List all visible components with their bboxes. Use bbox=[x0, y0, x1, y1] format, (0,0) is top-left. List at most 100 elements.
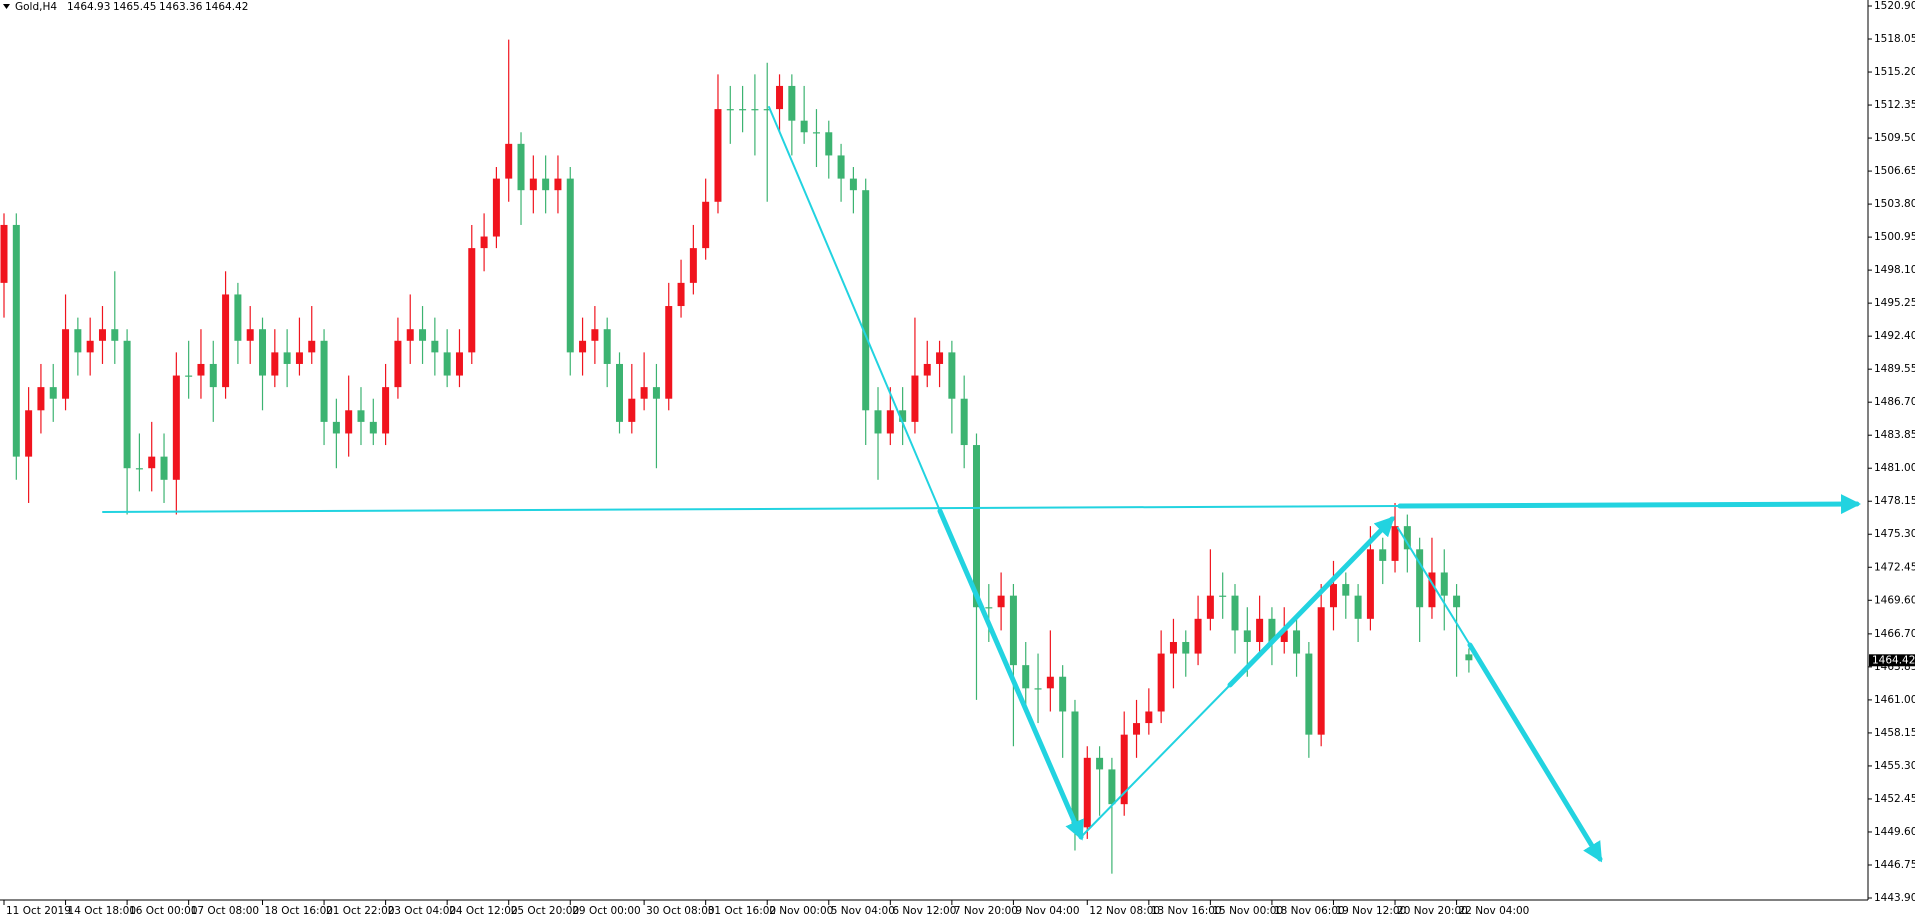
candle-body bbox=[1440, 572, 1448, 596]
candle-body bbox=[529, 178, 537, 191]
x-tick-label: 23 Oct 04:00 bbox=[388, 905, 456, 917]
x-tick-label: 19 Nov 12:00 bbox=[1335, 905, 1406, 917]
candle-body bbox=[948, 352, 956, 399]
trend-arrow bbox=[937, 508, 1084, 841]
candle-body bbox=[308, 340, 316, 353]
candle-body bbox=[677, 282, 685, 307]
candle-body bbox=[751, 109, 759, 111]
candle-body bbox=[320, 340, 328, 422]
y-tick-label: 1518.05 bbox=[1874, 33, 1915, 45]
current-price-box bbox=[1869, 654, 1915, 667]
candle-body bbox=[689, 248, 697, 283]
candle-body bbox=[985, 607, 993, 609]
x-tick-label: 30 Oct 08:00 bbox=[646, 905, 714, 917]
support-arrow bbox=[1397, 494, 1861, 515]
candle-body bbox=[1108, 769, 1116, 805]
candle-body bbox=[86, 340, 94, 353]
symbol-title: Gold,H4 bbox=[15, 1, 57, 13]
candle-body bbox=[271, 352, 279, 376]
candle-body bbox=[345, 410, 353, 434]
y-tick-label: 1452.45 bbox=[1874, 793, 1915, 805]
y-tick-label: 1512.35 bbox=[1874, 99, 1915, 111]
candle-body bbox=[923, 363, 931, 376]
x-tick-label: 9 Nov 04:00 bbox=[1015, 905, 1079, 917]
candle-body bbox=[1206, 595, 1214, 619]
candle-body bbox=[776, 85, 784, 110]
x-tick-label: 24 Oct 12:00 bbox=[449, 905, 517, 917]
x-tick-label: 13 Nov 16:00 bbox=[1151, 905, 1222, 917]
candle-body bbox=[1317, 607, 1325, 735]
candle-body bbox=[542, 178, 550, 191]
y-tick-label: 1446.75 bbox=[1874, 859, 1915, 871]
candle-body bbox=[788, 85, 796, 121]
x-tick-label: 29 Oct 00:00 bbox=[572, 905, 640, 917]
candles bbox=[0, 39, 1473, 874]
y-tick-label: 1486.70 bbox=[1874, 396, 1915, 408]
candle-body bbox=[1366, 549, 1374, 619]
x-tick-label: 12 Nov 08:00 bbox=[1089, 905, 1160, 917]
candle-body bbox=[960, 398, 968, 446]
candle-body bbox=[369, 421, 377, 434]
y-tick-label: 1503.80 bbox=[1874, 198, 1915, 210]
y-tick-label: 1472.45 bbox=[1874, 561, 1915, 573]
candle-body bbox=[591, 329, 599, 341]
trend-arrow bbox=[1227, 516, 1395, 688]
candle-body bbox=[837, 155, 845, 179]
candle-body bbox=[1342, 584, 1350, 596]
candle-body bbox=[849, 178, 857, 191]
candle-body bbox=[332, 421, 340, 434]
candle-body bbox=[1083, 757, 1091, 828]
candle-body bbox=[135, 468, 143, 470]
candle-body bbox=[936, 352, 944, 364]
candle-body bbox=[1329, 584, 1337, 608]
candle-body bbox=[1428, 572, 1436, 608]
candle-body bbox=[25, 410, 33, 457]
candle-body bbox=[1354, 595, 1362, 619]
candle-body bbox=[566, 178, 574, 353]
candle-body bbox=[1453, 595, 1461, 608]
candle-body bbox=[160, 456, 168, 480]
candle-body bbox=[1243, 630, 1251, 642]
candle-body bbox=[382, 387, 390, 434]
x-tick-label: 20 Nov 20:00 bbox=[1397, 905, 1468, 917]
candle-body bbox=[1034, 688, 1042, 690]
y-tick-label: 1481.00 bbox=[1874, 462, 1915, 474]
y-tick-label: 1483.85 bbox=[1874, 429, 1915, 441]
candle-body bbox=[222, 294, 230, 388]
candle-body bbox=[972, 445, 980, 608]
x-tick-label: 16 Oct 00:00 bbox=[129, 905, 197, 917]
y-tick-label: 1506.65 bbox=[1874, 165, 1915, 177]
candle-body bbox=[74, 329, 82, 353]
candle-body bbox=[394, 340, 402, 388]
candle-body bbox=[1293, 630, 1301, 654]
y-tick-label: 1455.30 bbox=[1874, 760, 1915, 772]
y-tick-label: 1495.25 bbox=[1874, 297, 1915, 309]
candle-body bbox=[1169, 641, 1177, 654]
candle-body bbox=[295, 352, 303, 364]
x-tick-label: 2 Nov 00:00 bbox=[769, 905, 833, 917]
candle-body bbox=[1194, 618, 1202, 654]
x-tick-label: 31 Oct 16:00 bbox=[708, 905, 776, 917]
x-tick-label: 14 Oct 18:00 bbox=[68, 905, 136, 917]
y-tick-label: 1520.90 bbox=[1874, 0, 1915, 12]
candle-body bbox=[911, 375, 919, 422]
candle-body bbox=[98, 329, 106, 341]
candle-body bbox=[579, 340, 587, 353]
candle-body bbox=[259, 329, 267, 376]
candle-body bbox=[455, 352, 463, 376]
candle-body bbox=[763, 109, 771, 111]
candle-body bbox=[111, 329, 119, 341]
candle-body bbox=[1280, 630, 1288, 642]
menu-triangle bbox=[3, 4, 10, 9]
candle-body bbox=[431, 340, 439, 353]
candle-body bbox=[899, 410, 907, 422]
candle-body bbox=[443, 352, 451, 376]
candle-body bbox=[357, 410, 365, 422]
candle-body bbox=[246, 329, 254, 341]
candle-body bbox=[1268, 618, 1276, 642]
x-tick-label: 11 Oct 2019 bbox=[6, 905, 71, 917]
candle-body bbox=[862, 190, 870, 411]
candle-body bbox=[726, 109, 734, 111]
support-line bbox=[102, 505, 1401, 513]
